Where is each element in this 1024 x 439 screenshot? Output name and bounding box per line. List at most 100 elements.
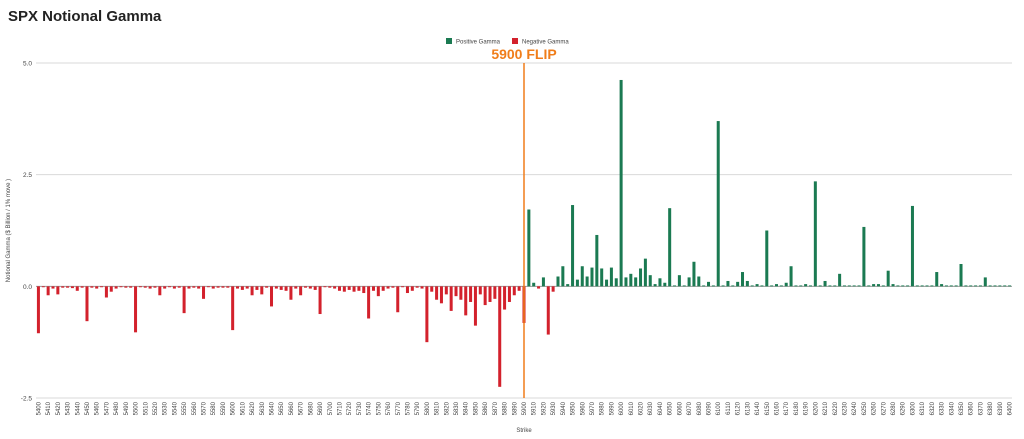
bar-5470 bbox=[104, 286, 108, 298]
bar-5650 bbox=[279, 286, 283, 290]
bar-5430 bbox=[66, 286, 70, 288]
bar-5880 bbox=[503, 286, 507, 310]
bar-6225 bbox=[838, 273, 842, 287]
bar-5695 bbox=[323, 286, 327, 288]
bar-5785 bbox=[410, 286, 414, 291]
x-tick-label: 5400 bbox=[36, 401, 42, 415]
bar-6235 bbox=[847, 285, 851, 287]
x-tick-label: 6400 bbox=[1008, 401, 1014, 415]
bar-6025 bbox=[643, 258, 647, 287]
x-tick-label: 6330 bbox=[940, 401, 946, 415]
bar-5835 bbox=[459, 286, 463, 300]
bar-5925 bbox=[546, 286, 550, 335]
y-axis-ticks: -2.5 0.0 2.5 5.0 bbox=[21, 61, 33, 403]
x-tick-label: 6000 bbox=[619, 401, 625, 415]
x-tick-label: 6180 bbox=[794, 401, 800, 415]
bar-6340 bbox=[949, 285, 953, 287]
bar-5565 bbox=[197, 286, 201, 289]
bar-6000 bbox=[619, 79, 623, 287]
x-tick-label: 5710 bbox=[337, 401, 343, 415]
bar-5505 bbox=[138, 286, 142, 288]
bar-5755 bbox=[381, 286, 385, 291]
bar-5500 bbox=[134, 286, 138, 333]
bar-5630 bbox=[260, 286, 264, 295]
bar-6125 bbox=[741, 272, 745, 287]
bar-5420 bbox=[56, 286, 60, 295]
x-tick-label: 6100 bbox=[716, 401, 722, 415]
bar-5850 bbox=[473, 286, 477, 326]
x-tick-label: 5640 bbox=[270, 401, 276, 415]
bar-5805 bbox=[430, 286, 434, 292]
x-tick-label: 6370 bbox=[978, 401, 984, 415]
x-tick-label: 5420 bbox=[56, 401, 62, 415]
bar-6155 bbox=[770, 285, 774, 287]
bar-6010 bbox=[629, 273, 633, 287]
y-tick-label: 5.0 bbox=[23, 61, 32, 68]
bar-5940 bbox=[561, 266, 565, 287]
x-tick-label: 6110 bbox=[726, 401, 732, 415]
bar-6055 bbox=[673, 285, 677, 287]
bar-5710 bbox=[337, 286, 341, 291]
bar-5825 bbox=[449, 286, 453, 311]
bar-5615 bbox=[245, 286, 249, 289]
bar-6310 bbox=[920, 285, 924, 287]
x-tick-label: 5670 bbox=[299, 401, 305, 415]
bar-6150 bbox=[765, 230, 769, 287]
bar-5465 bbox=[100, 286, 104, 288]
x-tick-label: 6030 bbox=[648, 401, 654, 415]
bar-6080 bbox=[697, 276, 701, 287]
bar-5690 bbox=[318, 286, 322, 315]
bar-5745 bbox=[371, 286, 375, 291]
bar-6265 bbox=[876, 284, 880, 287]
bar-6185 bbox=[799, 285, 803, 287]
bar-5540 bbox=[172, 286, 176, 289]
x-tick-label: 5750 bbox=[376, 401, 382, 415]
x-tick-label: 6060 bbox=[677, 401, 683, 415]
bar-5605 bbox=[236, 286, 240, 289]
bar-5545 bbox=[177, 286, 181, 288]
x-tick-label: 6340 bbox=[949, 401, 955, 415]
x-tick-label: 6150 bbox=[765, 401, 771, 415]
bar-6275 bbox=[886, 270, 890, 287]
x-tick-label: 5480 bbox=[114, 401, 120, 415]
x-tick-label: 5730 bbox=[357, 401, 363, 415]
bar-5475 bbox=[109, 286, 113, 292]
x-tick-label: 6120 bbox=[736, 401, 742, 415]
bar-5990 bbox=[609, 267, 613, 287]
x-tick-label: 5610 bbox=[240, 401, 246, 415]
bar-6230 bbox=[842, 285, 846, 287]
x-tick-label: 5880 bbox=[503, 401, 509, 415]
bar-5775 bbox=[401, 286, 405, 288]
bar-5955 bbox=[575, 279, 579, 287]
x-tick-label: 5590 bbox=[221, 401, 227, 415]
bar-6295 bbox=[906, 285, 910, 287]
bar-6045 bbox=[663, 282, 667, 287]
bar-5675 bbox=[303, 286, 307, 288]
bar-5875 bbox=[498, 286, 502, 387]
bar-5965 bbox=[585, 276, 589, 287]
bar-6070 bbox=[687, 277, 691, 287]
bar-6210 bbox=[823, 280, 827, 287]
bar-5725 bbox=[352, 286, 356, 292]
flip-label: 5900 FLIP bbox=[491, 46, 556, 62]
bars bbox=[36, 79, 1012, 387]
bar-6325 bbox=[935, 272, 939, 287]
x-tick-label: 6210 bbox=[823, 401, 829, 415]
bar-6015 bbox=[634, 277, 638, 287]
x-axis-label: Strike bbox=[516, 428, 532, 434]
bar-5895 bbox=[517, 286, 521, 291]
bar-5600 bbox=[231, 286, 235, 331]
x-tick-label: 5500 bbox=[134, 401, 140, 415]
x-tick-label: 6200 bbox=[813, 401, 819, 415]
bar-5450 bbox=[85, 286, 89, 322]
x-tick-label: 6290 bbox=[901, 401, 907, 415]
bar-5715 bbox=[342, 286, 346, 292]
bar-6130 bbox=[745, 280, 749, 287]
bar-5460 bbox=[95, 286, 99, 289]
bar-5830 bbox=[454, 286, 458, 297]
x-tick-label: 5430 bbox=[66, 401, 72, 415]
x-tick-label: 6090 bbox=[707, 401, 713, 415]
bar-5950 bbox=[571, 205, 575, 287]
x-tick-label: 5990 bbox=[609, 401, 615, 415]
